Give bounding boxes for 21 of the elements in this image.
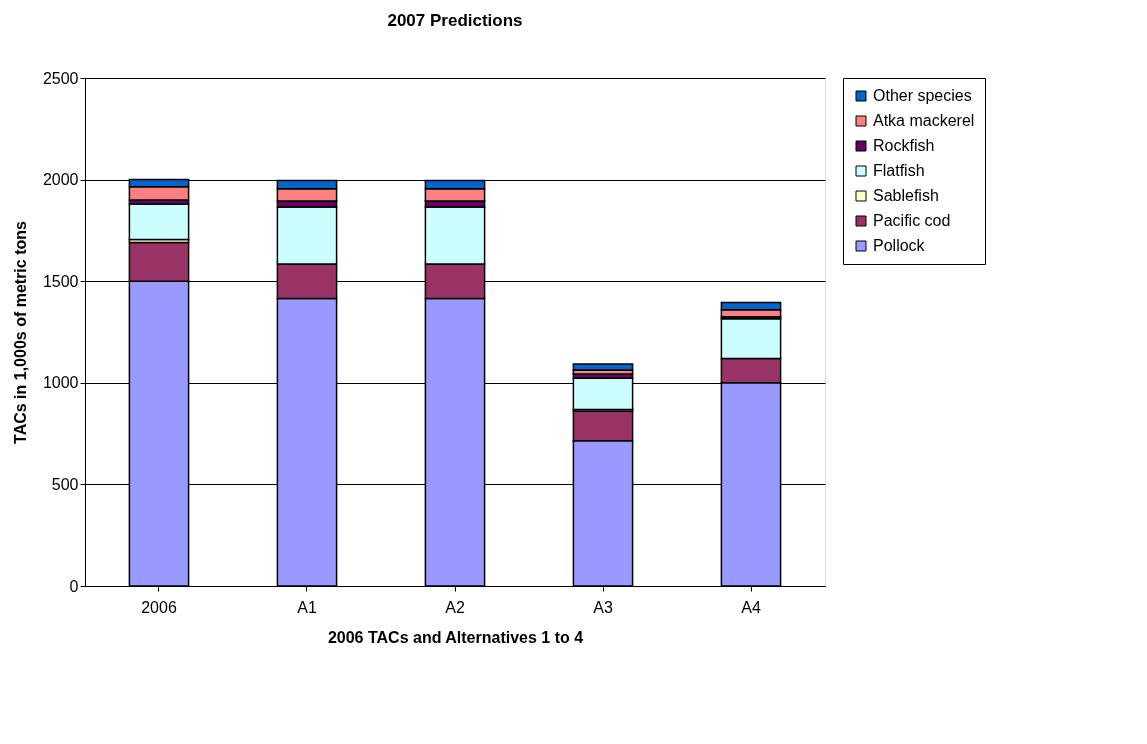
y-tick-label: 500 xyxy=(51,475,79,493)
x-tick-label: A3 xyxy=(593,598,613,616)
x-tick-label: A1 xyxy=(297,598,317,616)
x-axis-title: 2006 TACs and Alternatives 1 to 4 xyxy=(327,628,584,646)
legend-label: Sablefish xyxy=(873,187,939,204)
legend-label: Other species xyxy=(873,87,972,104)
chart-title: 2007 Predictions xyxy=(387,11,523,30)
y-tick-label: 2500 xyxy=(42,69,79,87)
y-axis-title: TACs in 1,000s of metric tons xyxy=(11,220,29,444)
x-tick-label: A4 xyxy=(741,598,761,616)
y-tick-label: 1000 xyxy=(42,374,79,392)
x-tick-label: 2006 xyxy=(141,598,177,616)
legend-label: Pollock xyxy=(873,237,926,254)
legend-label: Flatfish xyxy=(873,162,925,179)
legend-label: Pacific cod xyxy=(873,212,951,229)
y-tick-label: 1500 xyxy=(42,272,79,290)
legend-label: Rockfish xyxy=(873,137,935,154)
x-tick-label: A2 xyxy=(445,598,465,616)
legend-label: Atka mackerel xyxy=(873,112,975,129)
y-tick-label: 2000 xyxy=(42,171,79,189)
y-tick-label: 0 xyxy=(69,577,79,595)
